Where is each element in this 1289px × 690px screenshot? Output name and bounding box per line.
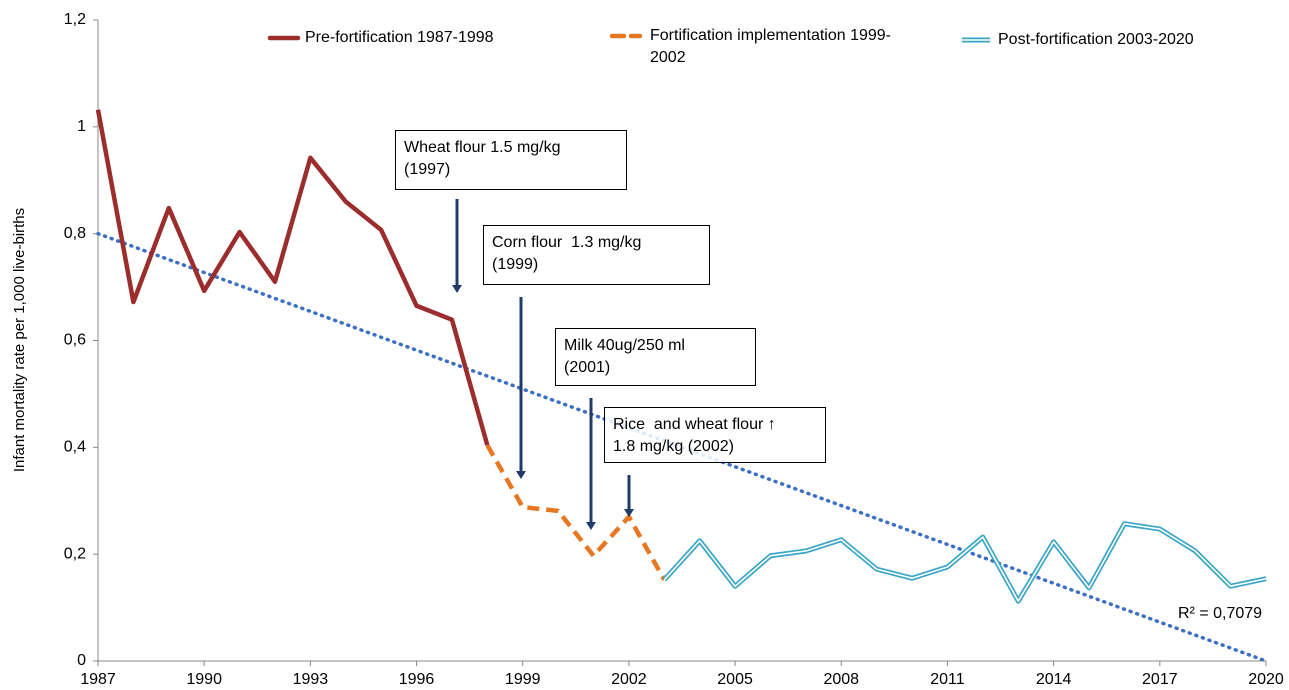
legend-label: Post-fortification 2003-2020 xyxy=(998,31,1194,48)
annotation-text: Wheat flour 1.5 mg/kg xyxy=(404,139,561,156)
x-tick-label: 2017 xyxy=(1142,671,1178,688)
y-tick-label: 0 xyxy=(77,652,86,669)
legend-label: Pre-fortification 1987-1998 xyxy=(305,29,494,46)
annotation-box: Rice and wheat flour ↑ 1.8 mg/kg (2002) xyxy=(604,407,826,463)
annotation-text: Milk 40ug/250 ml xyxy=(564,337,685,354)
x-tick-label: 2011 xyxy=(930,671,965,688)
y-tick-label: 1,2 xyxy=(64,11,86,28)
x-tick-label: 2008 xyxy=(823,671,859,688)
y-tick-label: 0,4 xyxy=(64,439,86,456)
x-tick-label: 1996 xyxy=(399,671,435,688)
annotation-text: 1.8 mg/kg (2002) xyxy=(613,438,734,455)
y-tick-label: 0,8 xyxy=(64,225,86,242)
x-tick-label: 2002 xyxy=(611,671,647,688)
annotation-box: Milk 40ug/250 ml (2001) xyxy=(555,328,756,386)
annotation-text: Corn flour 1.3 mg/kg xyxy=(492,234,642,251)
annotation-box: Wheat flour 1.5 mg/kg (1997) xyxy=(395,130,627,190)
x-tick-label: 2005 xyxy=(717,671,753,688)
x-tick-label: 1987 xyxy=(80,671,116,688)
x-tick-label: 2020 xyxy=(1248,671,1284,688)
x-tick-label: 1990 xyxy=(186,671,222,688)
y-tick-label: 1 xyxy=(77,118,86,135)
annotation-text: Rice and wheat flour ↑ xyxy=(613,416,776,433)
series-line xyxy=(485,444,667,581)
x-tick-label: 1993 xyxy=(293,671,329,688)
y-tick-label: 0,6 xyxy=(64,332,86,349)
annotation-text: (2001) xyxy=(564,359,611,376)
x-tick-label: 1999 xyxy=(505,671,541,688)
r-squared: R² = 0,7079 xyxy=(1178,605,1262,622)
legend-label: Fortification implementation 1999-2002 xyxy=(650,27,892,66)
y-tick-label: 0,2 xyxy=(64,545,86,562)
annotation-box: Corn flour 1.3 mg/kg (1999) xyxy=(483,225,710,285)
series-line xyxy=(95,109,490,446)
x-tick-label: 2014 xyxy=(1036,671,1072,688)
y-axis-label: Infant mortality rate per 1,000 live-bir… xyxy=(11,208,28,472)
annotation-text: (1999) xyxy=(492,256,539,273)
series-line-inner xyxy=(663,522,1267,602)
annotation-text: (1997) xyxy=(404,161,451,178)
series-line xyxy=(662,521,1267,604)
